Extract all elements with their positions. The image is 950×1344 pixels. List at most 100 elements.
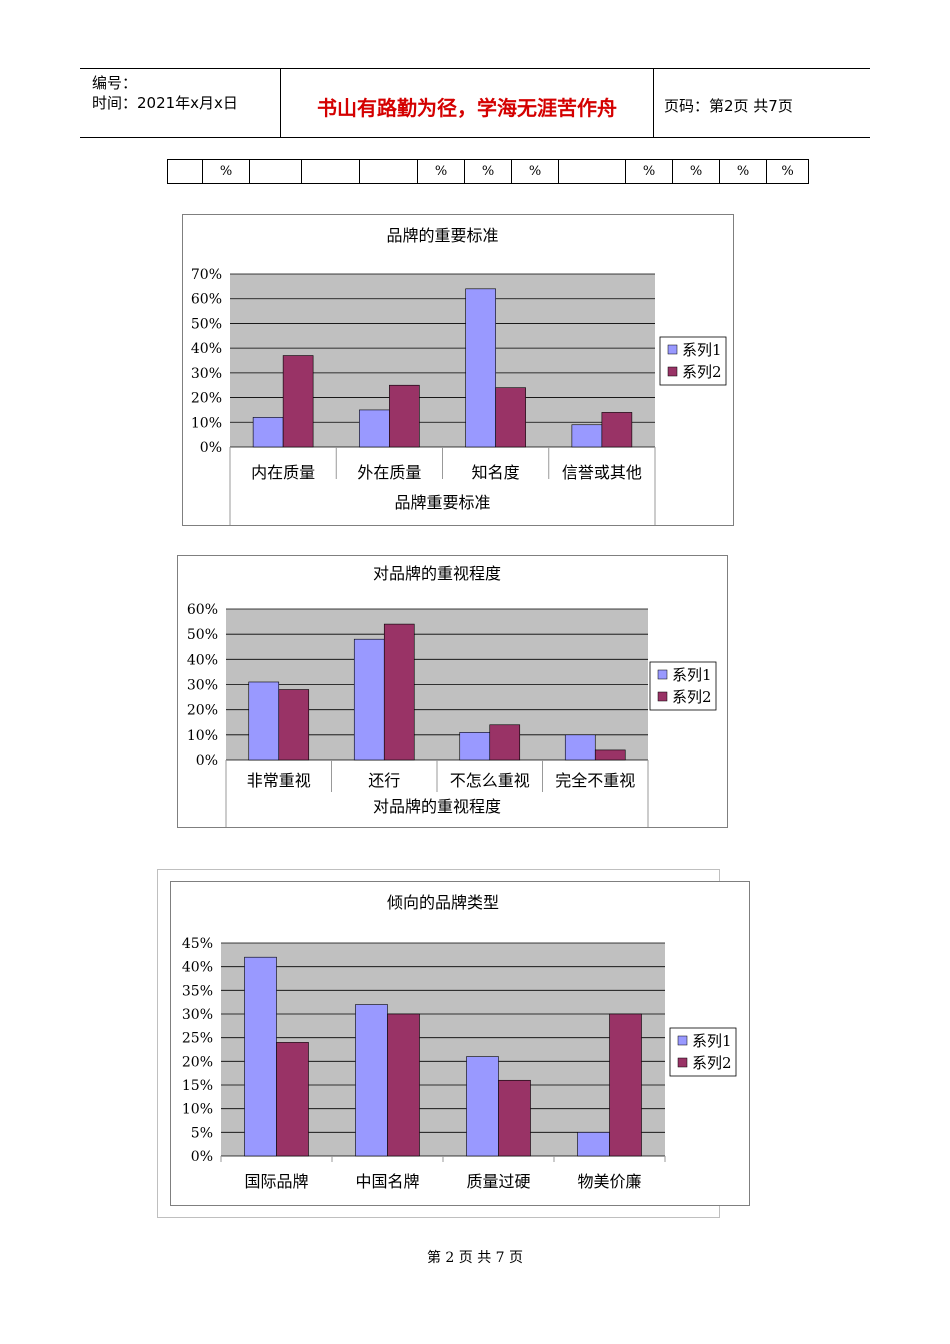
- chart-svg: 对品牌的重视程度 0% 10% 20% 30% 40% 50% 60% 非常重视 还行 不怎么重视 完…: [187, 564, 717, 827]
- legend-label: 系列1: [672, 666, 712, 684]
- y-tick-label: 20%: [182, 1054, 213, 1070]
- table-cell: %: [511, 159, 559, 184]
- category-label: 非常重视: [247, 771, 311, 790]
- y-tick-label: 40%: [191, 341, 222, 357]
- legend-swatch: [657, 691, 668, 702]
- y-tick-label: 15%: [182, 1078, 213, 1094]
- category-label: 还行: [368, 771, 400, 790]
- category-label: 完全不重视: [555, 771, 635, 790]
- bar-1: [355, 1004, 388, 1157]
- y-tick-label: 30%: [187, 678, 218, 694]
- legend-label: 系列1: [692, 1032, 732, 1050]
- table-cell: [301, 159, 360, 184]
- legend-label: 系列2: [682, 363, 722, 381]
- bar-2: [387, 1013, 420, 1157]
- x-axis-label: 对品牌的重视程度: [373, 797, 501, 816]
- bar-1: [459, 732, 491, 761]
- percent-row-table: % % % % % % % %: [167, 159, 809, 184]
- y-tick-label: 25%: [182, 1031, 213, 1047]
- bar-2: [383, 623, 415, 761]
- bar-2: [594, 749, 626, 761]
- y-tick-label: 0%: [191, 1149, 213, 1165]
- y-tick-label: 0%: [200, 440, 222, 456]
- motto-text: 书山有路勤为径，学海无涯苦作舟: [317, 96, 617, 120]
- bar-1: [577, 1132, 610, 1157]
- bar-1: [571, 424, 603, 448]
- y-tick-label: 5%: [191, 1125, 213, 1141]
- legend-swatch: [667, 344, 678, 355]
- y-tick-label: 30%: [182, 1007, 213, 1023]
- y-tick-label: 45%: [182, 936, 213, 952]
- y-tick-label: 30%: [191, 366, 222, 382]
- legend-label: 系列1: [682, 341, 722, 359]
- bar-2: [498, 1079, 531, 1157]
- category-label: 知名度: [472, 463, 520, 482]
- table-cell: %: [464, 159, 512, 184]
- chart-title: 品牌的重要标准: [386, 226, 498, 245]
- chart-brand-preference: 倾向的品牌类型 0% 5% 10% 15% 20% 25% 30% 35% 40% 45% 国际品牌 中…: [171, 882, 749, 1205]
- y-tick-label: 50%: [187, 627, 218, 643]
- table-cell: %: [766, 159, 809, 184]
- bar-2: [609, 1013, 642, 1157]
- y-tick-label: 50%: [191, 316, 222, 332]
- table-cell: %: [719, 159, 767, 184]
- chart-brand-importance: 品牌的重要标准 0% 10% 20% 30% 40% 50% 60% 70% 内在质量 外在质量 知名…: [183, 215, 733, 525]
- bar-1: [564, 734, 596, 761]
- category-label: 质量过硬: [466, 1172, 530, 1191]
- table-row: % % % % % % % %: [167, 159, 809, 184]
- category-label: 物美价廉: [577, 1172, 641, 1191]
- bar-2: [278, 689, 310, 761]
- y-tick-label: 60%: [187, 602, 218, 618]
- y-tick-label: 10%: [182, 1102, 213, 1118]
- header-motto-cell: 书山有路勤为径，学海无涯苦作舟: [281, 69, 654, 137]
- chart-svg: 倾向的品牌类型 0% 5% 10% 15% 20% 25% 30% 35% 40% 45% 国际品牌 中…: [182, 893, 737, 1191]
- table-cell: [249, 159, 302, 184]
- page-info: 页码：第2页 共7页: [664, 97, 793, 115]
- category-label: 信誉或其他: [562, 463, 642, 482]
- table-cell: %: [625, 159, 673, 184]
- legend-swatch: [657, 669, 668, 680]
- chart-title: 对品牌的重视程度: [373, 564, 501, 583]
- category-label: 内在质量: [251, 463, 315, 482]
- y-tick-label: 40%: [182, 960, 213, 976]
- chart-brand-attention: 对品牌的重视程度 0% 10% 20% 30% 40% 50% 60% 非常重视 还行 不怎么重视 完…: [178, 556, 727, 827]
- table-cell: %: [417, 159, 465, 184]
- table-cell: %: [202, 159, 250, 184]
- legend-swatch: [677, 1035, 688, 1046]
- y-tick-label: 0%: [196, 753, 218, 769]
- legend-label: 系列2: [692, 1054, 732, 1072]
- page-header: 编号： 时间：2021年x月x日 书山有路勤为径，学海无涯苦作舟 页码：第2页 …: [80, 68, 870, 138]
- table-cell: [558, 159, 626, 184]
- category-label: 中国名牌: [355, 1172, 419, 1191]
- y-tick-label: 20%: [187, 703, 218, 719]
- category-label: 外在质量: [357, 463, 421, 482]
- bar-1: [359, 409, 390, 448]
- bar-2: [389, 384, 420, 448]
- chart-title: 倾向的品牌类型: [387, 893, 499, 912]
- bar-1: [466, 1056, 499, 1157]
- bar-2: [489, 724, 521, 761]
- x-axis-label: 品牌重要标准: [394, 493, 490, 512]
- bar-2: [276, 1042, 309, 1157]
- y-tick-label: 20%: [191, 391, 222, 407]
- header-page-cell: 页码：第2页 共7页: [654, 69, 870, 137]
- bar-1: [244, 956, 277, 1157]
- category-label: 国际品牌: [244, 1172, 308, 1191]
- category-label: 不怎么重视: [450, 771, 530, 790]
- bar-1: [252, 417, 284, 448]
- y-tick-label: 10%: [191, 415, 222, 431]
- table-cell: %: [672, 159, 720, 184]
- bar-2: [601, 412, 633, 448]
- date-label: 时间：2021年x月x日: [92, 94, 238, 112]
- legend-label: 系列2: [672, 688, 712, 706]
- y-tick-label: 35%: [182, 983, 213, 999]
- page-footer: 第 2 页 共 7 页: [426, 1250, 524, 1266]
- y-tick-label: 60%: [191, 292, 222, 308]
- table-cell: [359, 159, 418, 184]
- chart-svg: 品牌的重要标准 0% 10% 20% 30% 40% 50% 60% 70% 内在质量 外在质量 知名…: [191, 226, 727, 525]
- bar-1: [353, 638, 385, 761]
- y-tick-label: 40%: [187, 652, 218, 668]
- bar-2: [495, 387, 526, 448]
